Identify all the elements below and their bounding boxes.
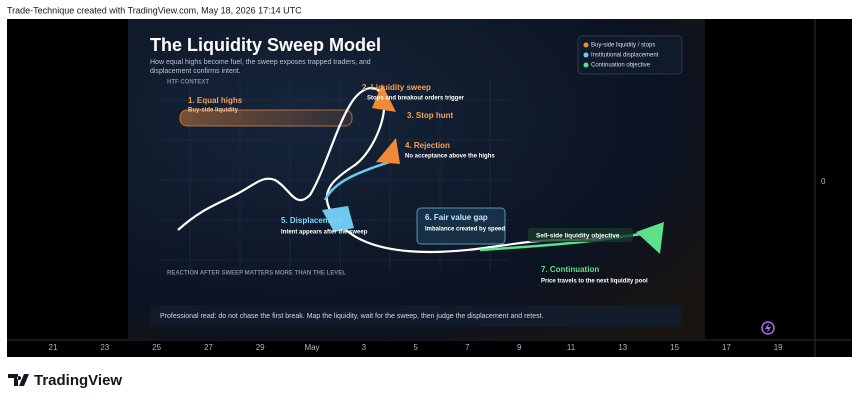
- time-label: 15: [670, 343, 679, 352]
- annotation-title: 5. Displacement: [281, 216, 342, 225]
- liquidity-zone: [179, 109, 353, 127]
- subtitle: displacement confirms intent.: [150, 68, 241, 75]
- time-label: 7: [465, 343, 470, 352]
- legend-item: Buy-side liquidity / stops: [591, 43, 655, 49]
- annotation-title: 3. Stop hunt: [407, 111, 454, 120]
- time-label: 19: [774, 343, 783, 352]
- legend-dot: [583, 52, 589, 58]
- legend-item: Continuation objective: [591, 63, 651, 69]
- price-label: 0: [821, 177, 826, 186]
- lightning-icon[interactable]: [761, 321, 775, 335]
- time-labels: 21 23 25 27 29 May 3 5 7 9 11 13 15 17 19: [49, 343, 784, 352]
- header: Trade-Technique created with TradingView…: [7, 5, 302, 15]
- annotation-text: Intent appears after the sweep: [281, 230, 368, 236]
- time-label: 3: [362, 343, 367, 352]
- displacement-path: [323, 158, 396, 201]
- subtitle: How equal highs become fuel, the sweep e…: [150, 59, 371, 66]
- annotation-text: Price travels to the next liquidity pool: [541, 279, 648, 285]
- rejection-marker: [376, 138, 400, 164]
- annotation-title: 1. Equal highs: [188, 96, 243, 105]
- time-label: 17: [722, 343, 731, 352]
- time-label: 5: [413, 343, 418, 352]
- legend: [577, 35, 683, 75]
- note-box: [150, 305, 682, 327]
- objective-box: [528, 228, 633, 242]
- continuation-arrow: [636, 222, 664, 254]
- price-path: [177, 86, 656, 254]
- time-axis: [7, 340, 852, 357]
- logo-mark: [8, 374, 29, 386]
- annotation-text: Buy-side liquidity: [188, 108, 239, 114]
- annotation-title: 7. Continuation: [541, 265, 599, 274]
- note: Professional read: do not chase the firs…: [160, 313, 544, 320]
- time-label: 21: [49, 343, 58, 352]
- annotation-title: 4. Rejection: [405, 141, 450, 150]
- legend-dot: [583, 42, 589, 48]
- price-axis: [815, 19, 852, 340]
- legend-item: Institutional displacement: [591, 53, 659, 59]
- time-label: May: [304, 343, 319, 352]
- annotation-text: No acceptance above the highs: [405, 154, 495, 160]
- annotation-title: 2. Liquidity sweep: [362, 83, 431, 92]
- legend-dot: [583, 62, 589, 68]
- title: The Liquidity Sweep Model: [150, 35, 381, 55]
- time-label: 11: [567, 343, 576, 352]
- annotation-title: 6. Fair value gap: [425, 213, 488, 222]
- annotation-text: Imbalance created by speed: [425, 227, 505, 233]
- displacement-arrow: [322, 206, 354, 232]
- time-label: 25: [152, 343, 161, 352]
- objective-label: Sell-side liquidity objective: [536, 233, 620, 240]
- lightning-glyph: [765, 323, 771, 333]
- logo: TradingView: [34, 372, 122, 389]
- time-label: 29: [256, 343, 265, 352]
- time-label: 23: [100, 343, 109, 352]
- time-label: 9: [517, 343, 522, 352]
- annotation-text: Stops and breakout orders trigger: [367, 96, 465, 102]
- reaction-label: REACTION AFTER SWEEP MATTERS MORE THAN T…: [167, 271, 346, 277]
- sweep-marker: [372, 84, 396, 112]
- time-label: 27: [204, 343, 213, 352]
- fvg-box: [416, 207, 506, 245]
- time-label: 13: [618, 343, 627, 352]
- context-label: HTF CONTEXT: [167, 80, 209, 86]
